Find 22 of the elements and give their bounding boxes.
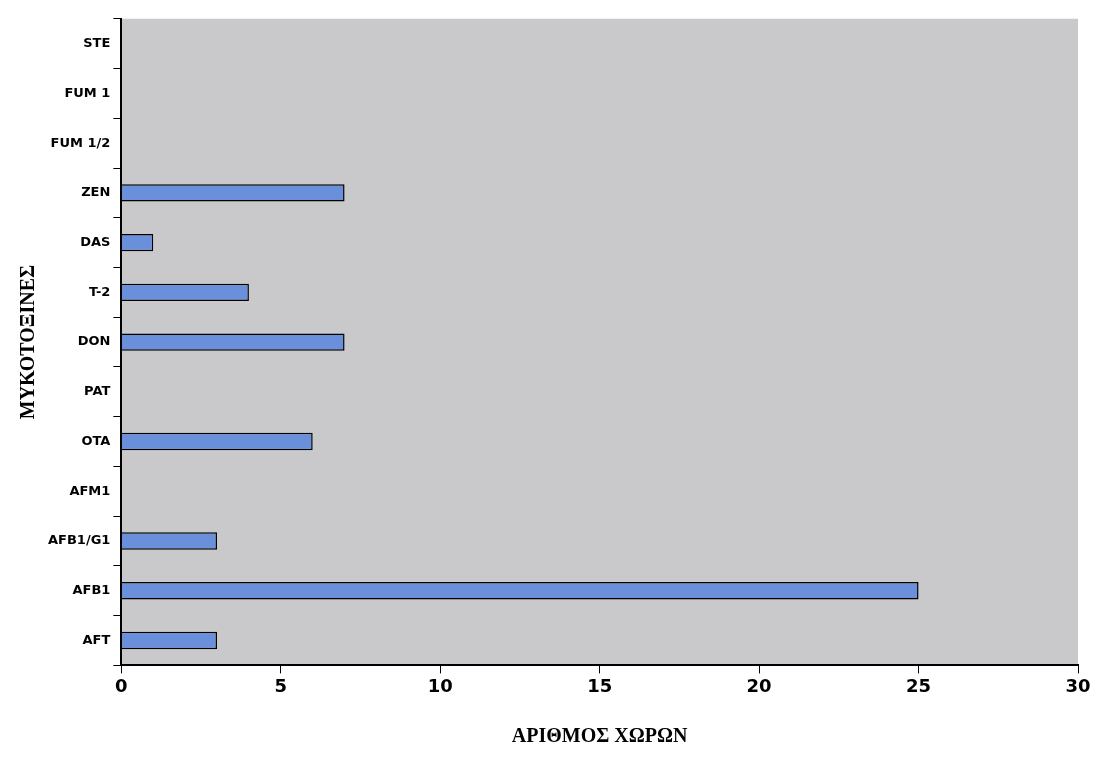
y-tick-label: FUM 1/2 — [50, 134, 111, 150]
x-axis-title: ΑΡΙΘΜΟΣ ΧΩΡΩΝ — [511, 724, 689, 747]
x-tick-label: 5 — [274, 674, 288, 696]
y-tick-label: FUM 1 — [64, 84, 111, 100]
y-tick-label: DAS — [80, 234, 111, 249]
y-tick-label: OTA — [81, 432, 111, 448]
y-tick-label: AFB1 — [72, 582, 111, 598]
y-tick-label: AFB1/G1 — [48, 532, 111, 548]
y-tick-label: DON — [77, 333, 111, 349]
y-axis-title: ΜΥΚΟΤΟΞΙΝΕΣ — [16, 264, 39, 420]
x-tick-label: 20 — [746, 674, 772, 696]
y-tick-label: AFM1 — [69, 482, 111, 498]
x-tick-label: 15 — [587, 674, 613, 696]
y-tick-label: STE — [83, 35, 111, 51]
x-tick-label: 25 — [906, 674, 932, 696]
x-tick-label: 10 — [427, 674, 453, 696]
y-tick-label: ZEN — [81, 184, 111, 200]
x-tick-label: 0 — [115, 674, 128, 696]
y-tick-label: AFT — [82, 631, 111, 647]
y-tick-label: T-2 — [88, 283, 111, 299]
x-tick-label: 30 — [1065, 674, 1091, 696]
y-tick-label: PAT — [84, 383, 111, 399]
